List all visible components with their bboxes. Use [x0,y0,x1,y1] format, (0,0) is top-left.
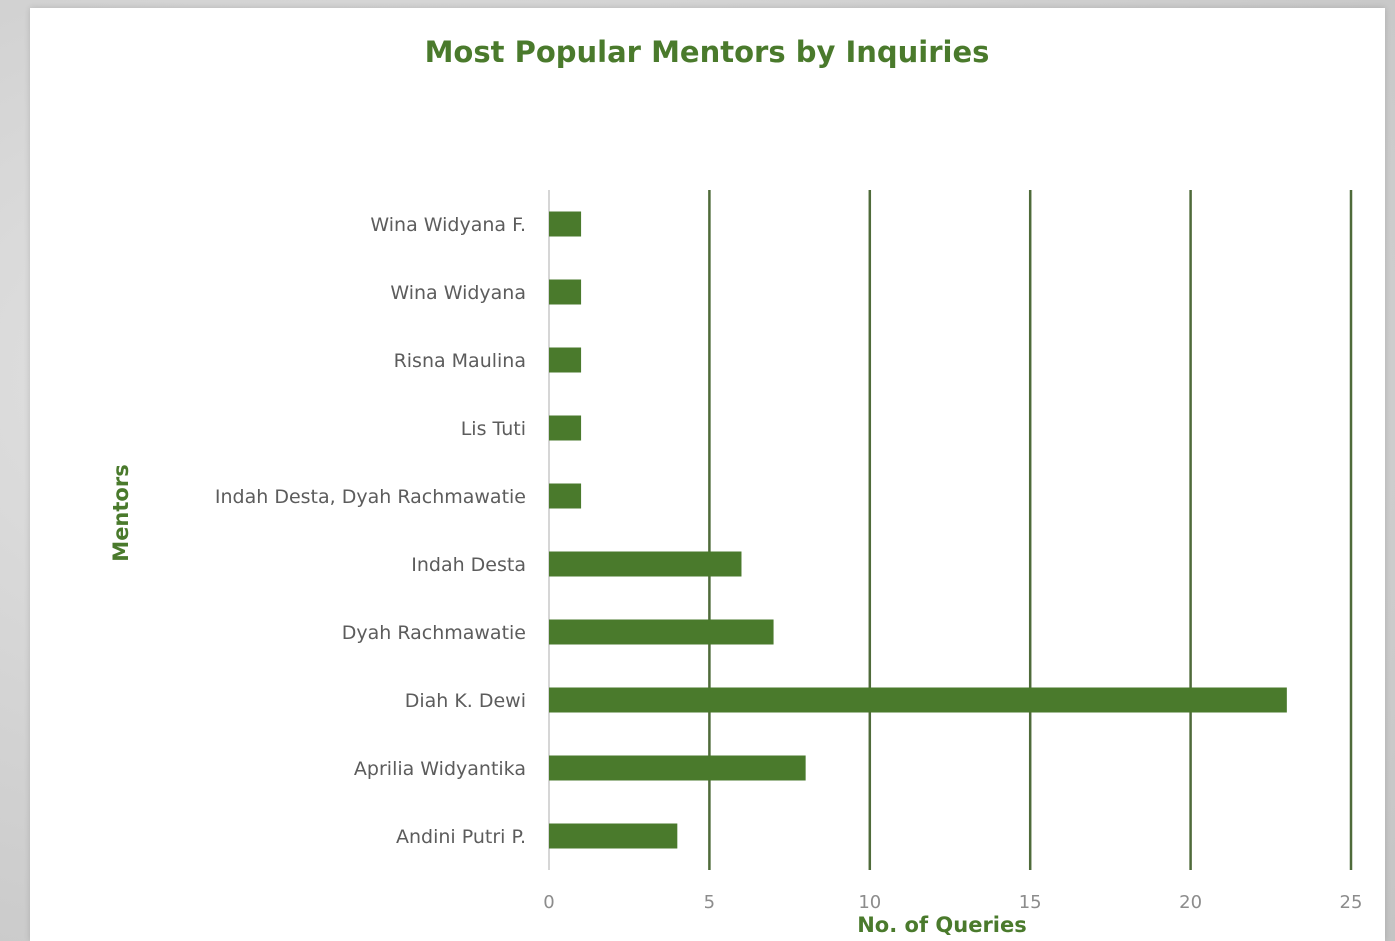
category-label: Andini Putri P. [396,826,526,848]
bar [549,347,582,373]
bar [549,551,742,577]
x-tick-label: 25 [1340,892,1363,913]
bar [549,211,582,237]
bar [549,279,582,305]
y-axis-title: Mentors [109,464,133,561]
x-tick-label: 15 [1019,892,1042,913]
category-label: Dyah Rachmawatie [342,622,526,644]
category-label: Lis Tuti [461,418,526,440]
bar [549,415,582,441]
category-labels: Wina Widyana F. Wina Widyana Risna Maulina… [215,214,526,848]
bar [549,687,1287,713]
bar [549,823,678,849]
category-label: Aprilia Widyantika [354,758,526,780]
x-axis-title: No. of Queries [857,913,1027,937]
x-tick-label: 0 [543,892,554,913]
x-tick-label: 5 [704,892,715,913]
x-tick-label: 10 [858,892,881,913]
category-label: Wina Widyana [390,282,526,304]
category-label: Indah Desta [411,554,526,576]
bars [549,211,1287,849]
category-label: Wina Widyana F. [370,214,526,236]
x-tick-labels: 0 5 10 15 20 25 [543,892,1362,913]
bar [549,483,582,509]
bar [549,755,806,781]
chart-card [30,8,1385,941]
chart-title: Most Popular Mentors by Inquiries [425,35,990,69]
category-label: Diah K. Dewi [405,690,526,712]
category-label: Indah Desta, Dyah Rachmawatie [215,486,526,508]
x-tick-label: 20 [1179,892,1202,913]
bar [549,619,774,645]
category-label: Risna Maulina [394,350,526,372]
